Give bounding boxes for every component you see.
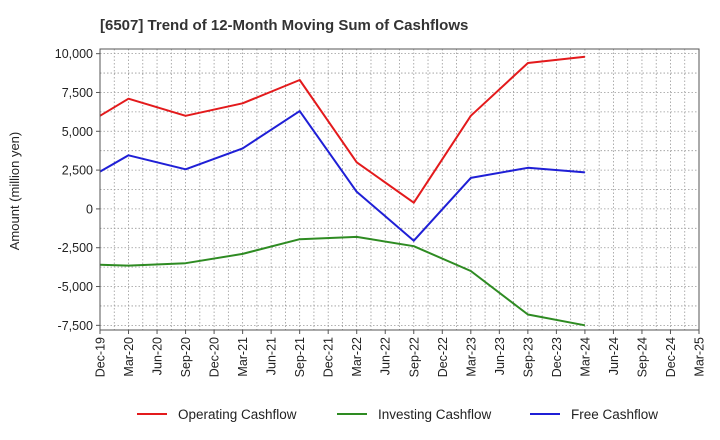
x-tick-label: Mar-20 [122,337,136,377]
plot-frame [99,48,700,331]
x-tick-label: Mar-25 [693,337,707,377]
legend-label: Investing Cashflow [378,407,492,422]
x-tick-label: Jun-24 [607,337,621,375]
y-tick-label: 7,500 [62,86,93,100]
series-line-free-cashflow [99,110,585,242]
grid-lines [100,49,699,330]
legend-label: Operating Cashflow [178,407,297,422]
y-tick-label: 0 [86,202,93,216]
y-tick-label: 5,000 [62,125,93,139]
x-tick-label: Mar-21 [236,337,250,377]
y-tick-label: -2,500 [58,241,93,255]
series-lines [99,55,586,327]
y-tick-label: -5,000 [58,280,93,294]
x-tick-label: Jun-23 [493,337,507,375]
x-tick-label: Dec-20 [208,337,222,377]
x-tick-label: Jun-22 [379,337,393,375]
chart-title: [6507] Trend of 12-Month Moving Sum of C… [100,17,468,34]
y-tick-labels: 10,000 7,500 5,000 2,500 0 -2,500 -5,000 -7,500 [55,47,100,333]
legend-label: Free Cashflow [571,407,658,422]
x-tick-label: Sep-22 [407,337,421,377]
x-tick-label: Dec-21 [322,337,336,377]
x-tick-label: Jun-21 [265,337,279,375]
x-tick-label: Jun-20 [151,337,165,375]
x-tick-label: Mar-22 [350,337,364,377]
x-tick-label: Sep-21 [293,337,307,377]
x-tick-label: Mar-24 [578,337,592,377]
y-tick-label: 10,000 [55,47,93,61]
series-line-operating-cashflow [99,55,586,204]
y-tick-label: -7,500 [58,319,93,333]
x-tick-label: Dec-24 [664,337,678,377]
x-tick-labels: Dec-19 Mar-20 Jun-20 Sep-20 Dec-20 Mar-21 Jun-… [94,330,707,377]
legend: Operating Cashflow Investing Cashflow Free… [137,407,658,422]
x-tick-label: Dec-22 [436,337,450,377]
x-tick-label: Mar-23 [464,337,478,377]
y-axis-label: Amount (million yen) [7,132,22,251]
y-tick-label: 2,500 [62,164,93,178]
x-tick-label: Dec-19 [94,337,108,377]
x-tick-label: Sep-20 [179,337,193,377]
x-tick-label: Dec-23 [550,337,564,377]
x-tick-label: Sep-24 [635,337,649,377]
x-tick-label: Sep-23 [521,337,535,377]
series-line-investing-cashflow [99,235,586,327]
